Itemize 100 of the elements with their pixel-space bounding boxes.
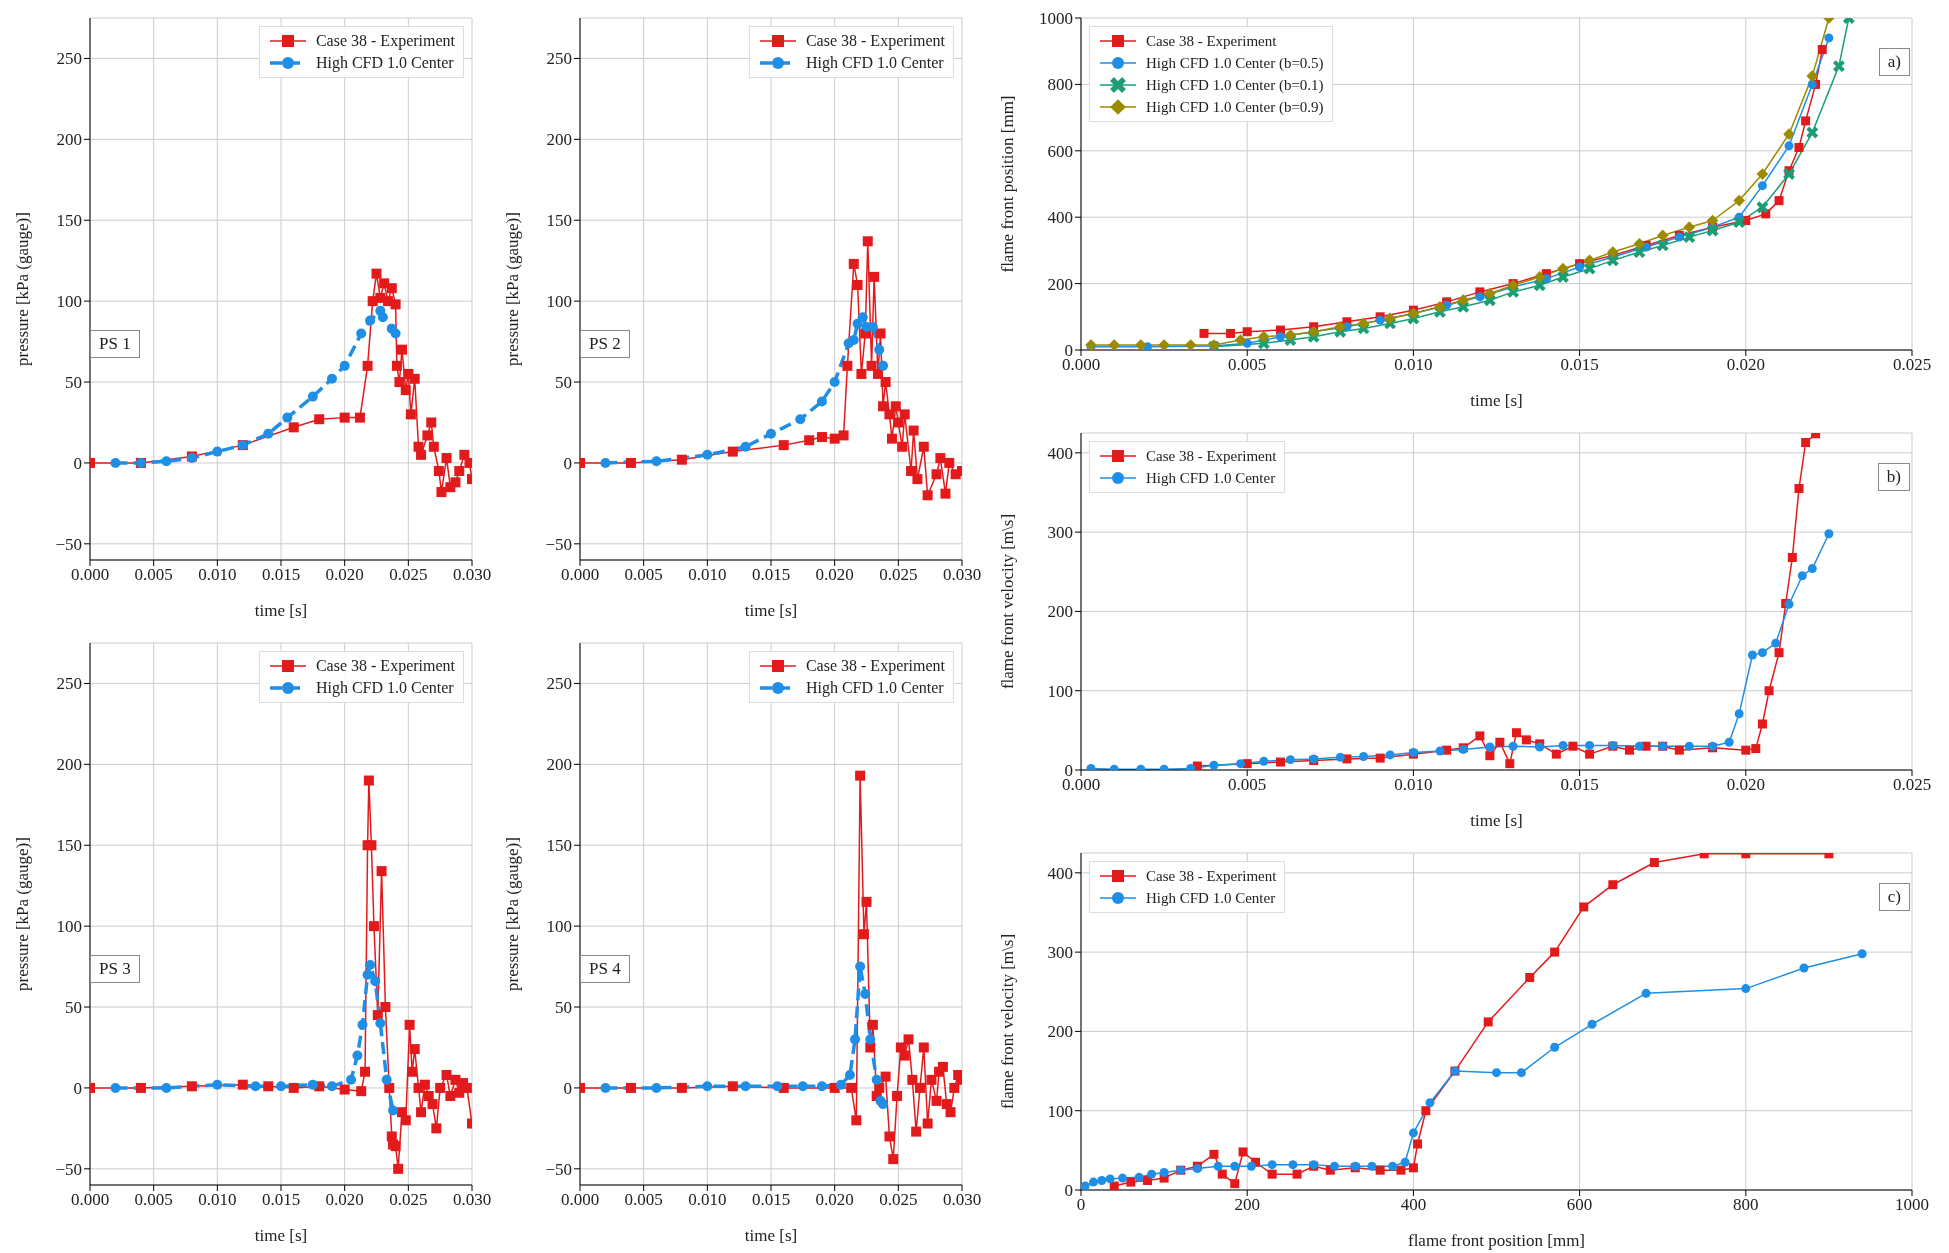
y-tick-label: 400 — [1047, 443, 1073, 463]
x-tick-label: 800 — [1733, 1195, 1759, 1215]
x-tick-label: 1000 — [1895, 1195, 1929, 1215]
x-tick-label: 0.005 — [134, 565, 173, 585]
y-tick-label: 150 — [56, 836, 82, 856]
x-tick-label: 0.000 — [560, 1190, 600, 1210]
y-tick-label: 100 — [1047, 1101, 1073, 1121]
x-tick-label: 200 — [1234, 1195, 1260, 1215]
legend-label: High CFD 1.0 Center (b=0.5) — [1146, 54, 1324, 73]
x-tick-label: 0.005 — [1228, 355, 1267, 375]
x-tick-label: 0.015 — [261, 1190, 301, 1210]
y-tick-label: 50 — [555, 998, 572, 1018]
x-axis-title: time [s] — [744, 601, 798, 620]
y-tick-label: 200 — [1047, 1022, 1073, 1042]
x-tick-label: 600 — [1566, 1195, 1593, 1215]
y-tick-label: 400 — [1047, 208, 1073, 228]
y-tick-label: 150 — [546, 836, 572, 856]
y-tick-label: 250 — [56, 49, 82, 69]
x-axis-title: time [s] — [744, 1226, 798, 1245]
y-axis-title: pressure [kPa (gauge)] — [503, 837, 523, 991]
x-tick-label: 0.025 — [389, 565, 428, 585]
y-tick-label: 100 — [56, 917, 82, 937]
y-tick-label: 50 — [65, 373, 82, 393]
annotation: PS 2 — [580, 330, 630, 359]
y-tick-label: 300 — [1047, 523, 1073, 543]
y-tick-label: 200 — [546, 130, 572, 150]
y-tick-label: 100 — [1047, 681, 1073, 701]
x-tick-label: 0.025 — [389, 1190, 428, 1210]
x-tick-label: 0.030 — [452, 1190, 492, 1210]
x-tick-label: 0.020 — [1726, 775, 1765, 795]
y-tick-label: 50 — [555, 373, 572, 393]
y-axis-title: pressure [kPa (gauge)] — [13, 837, 33, 991]
y-tick-label: 800 — [1047, 75, 1073, 95]
x-tick-label: 0.025 — [1892, 775, 1932, 795]
legend-label: Case 38 - Experiment — [805, 31, 945, 52]
y-tick-label: 200 — [546, 755, 572, 775]
annotation: b) — [1877, 463, 1910, 491]
x-tick-label: 0.000 — [560, 565, 600, 585]
legend-label: Case 38 - Experiment — [315, 656, 455, 677]
y-tick-label: 200 — [1047, 602, 1073, 622]
y-axis-title: pressure [kPa (gauge)] — [503, 212, 523, 366]
x-tick-label: 0.000 — [70, 565, 110, 585]
annotation: c) — [1878, 883, 1910, 911]
y-tick-label: 600 — [1047, 141, 1073, 161]
x-tick-label: 0.015 — [261, 565, 301, 585]
x-axis-title: flame front position [mm] — [1407, 1231, 1586, 1250]
legend-label: Case 38 - Experiment — [1146, 867, 1277, 886]
x-tick-label: 0.010 — [688, 565, 727, 585]
x-tick-label: 0.000 — [70, 1190, 110, 1210]
x-tick-label: 0.020 — [815, 1190, 854, 1210]
y-tick-label: 100 — [546, 292, 572, 312]
x-axis-title: time [s] — [1470, 811, 1523, 830]
y-tick-label: 200 — [1047, 274, 1073, 294]
y-axis-title: flame front position [mm] — [998, 95, 1018, 273]
legend-label: High CFD 1.0 Center — [315, 53, 454, 74]
legend-label: Case 38 - Experiment — [1146, 447, 1277, 466]
y-tick-label: 400 — [1047, 863, 1073, 883]
y-tick-label: 0 — [73, 453, 82, 473]
y-tick-label: 0 — [563, 1078, 572, 1098]
x-tick-label: 0.015 — [1560, 355, 1599, 375]
x-tick-label: 0.015 — [1560, 775, 1599, 795]
legend-label: Case 38 - Experiment — [805, 656, 945, 677]
x-tick-label: 0.015 — [751, 1190, 791, 1210]
legend-label: High CFD 1.0 Center (b=0.1) — [1146, 76, 1324, 95]
x-tick-label: 0.010 — [198, 1190, 237, 1210]
legend-label: High CFD 1.0 Center — [1146, 469, 1276, 488]
y-tick-label: −50 — [545, 1159, 572, 1179]
legend-label: High CFD 1.0 Center — [1146, 889, 1276, 908]
x-axis-title: time [s] — [1470, 391, 1523, 410]
annotation: PS 4 — [580, 955, 630, 984]
y-axis-title: pressure [kPa (gauge)] — [13, 212, 33, 366]
legend-label: High CFD 1.0 Center — [315, 678, 454, 699]
y-tick-label: 0 — [73, 1078, 82, 1098]
legend-label: Case 38 - Experiment — [1146, 32, 1277, 51]
y-tick-label: 150 — [56, 211, 82, 231]
x-axis-title: time [s] — [254, 601, 308, 620]
x-tick-label: 0.005 — [1228, 775, 1267, 795]
annotation: PS 3 — [90, 955, 140, 984]
y-tick-label: 0 — [563, 453, 572, 473]
x-tick-label: 0.005 — [624, 565, 663, 585]
x-tick-label: 0.010 — [688, 1190, 727, 1210]
x-tick-label: 0.020 — [325, 1190, 364, 1210]
y-tick-label: 200 — [56, 130, 82, 150]
y-tick-label: −50 — [55, 534, 82, 554]
y-tick-label: 100 — [546, 917, 572, 937]
annotation: a) — [1878, 48, 1910, 76]
x-tick-label: 400 — [1400, 1195, 1427, 1215]
annotation: PS 1 — [90, 330, 140, 359]
y-tick-label: 250 — [56, 674, 82, 694]
x-tick-label: 0.010 — [198, 565, 237, 585]
legend-label: High CFD 1.0 Center — [805, 53, 944, 74]
y-axis-title: flame front velocity [m\s] — [998, 513, 1018, 690]
x-tick-label: 0.020 — [815, 565, 854, 585]
x-tick-label: 0.025 — [879, 1190, 918, 1210]
x-tick-label: 0.025 — [1892, 355, 1932, 375]
x-tick-label: 0.020 — [325, 565, 364, 585]
x-tick-label: 0.010 — [1394, 355, 1433, 375]
x-tick-label: 0.020 — [1726, 355, 1765, 375]
y-tick-label: 250 — [546, 674, 572, 694]
y-tick-label: 150 — [546, 211, 572, 231]
